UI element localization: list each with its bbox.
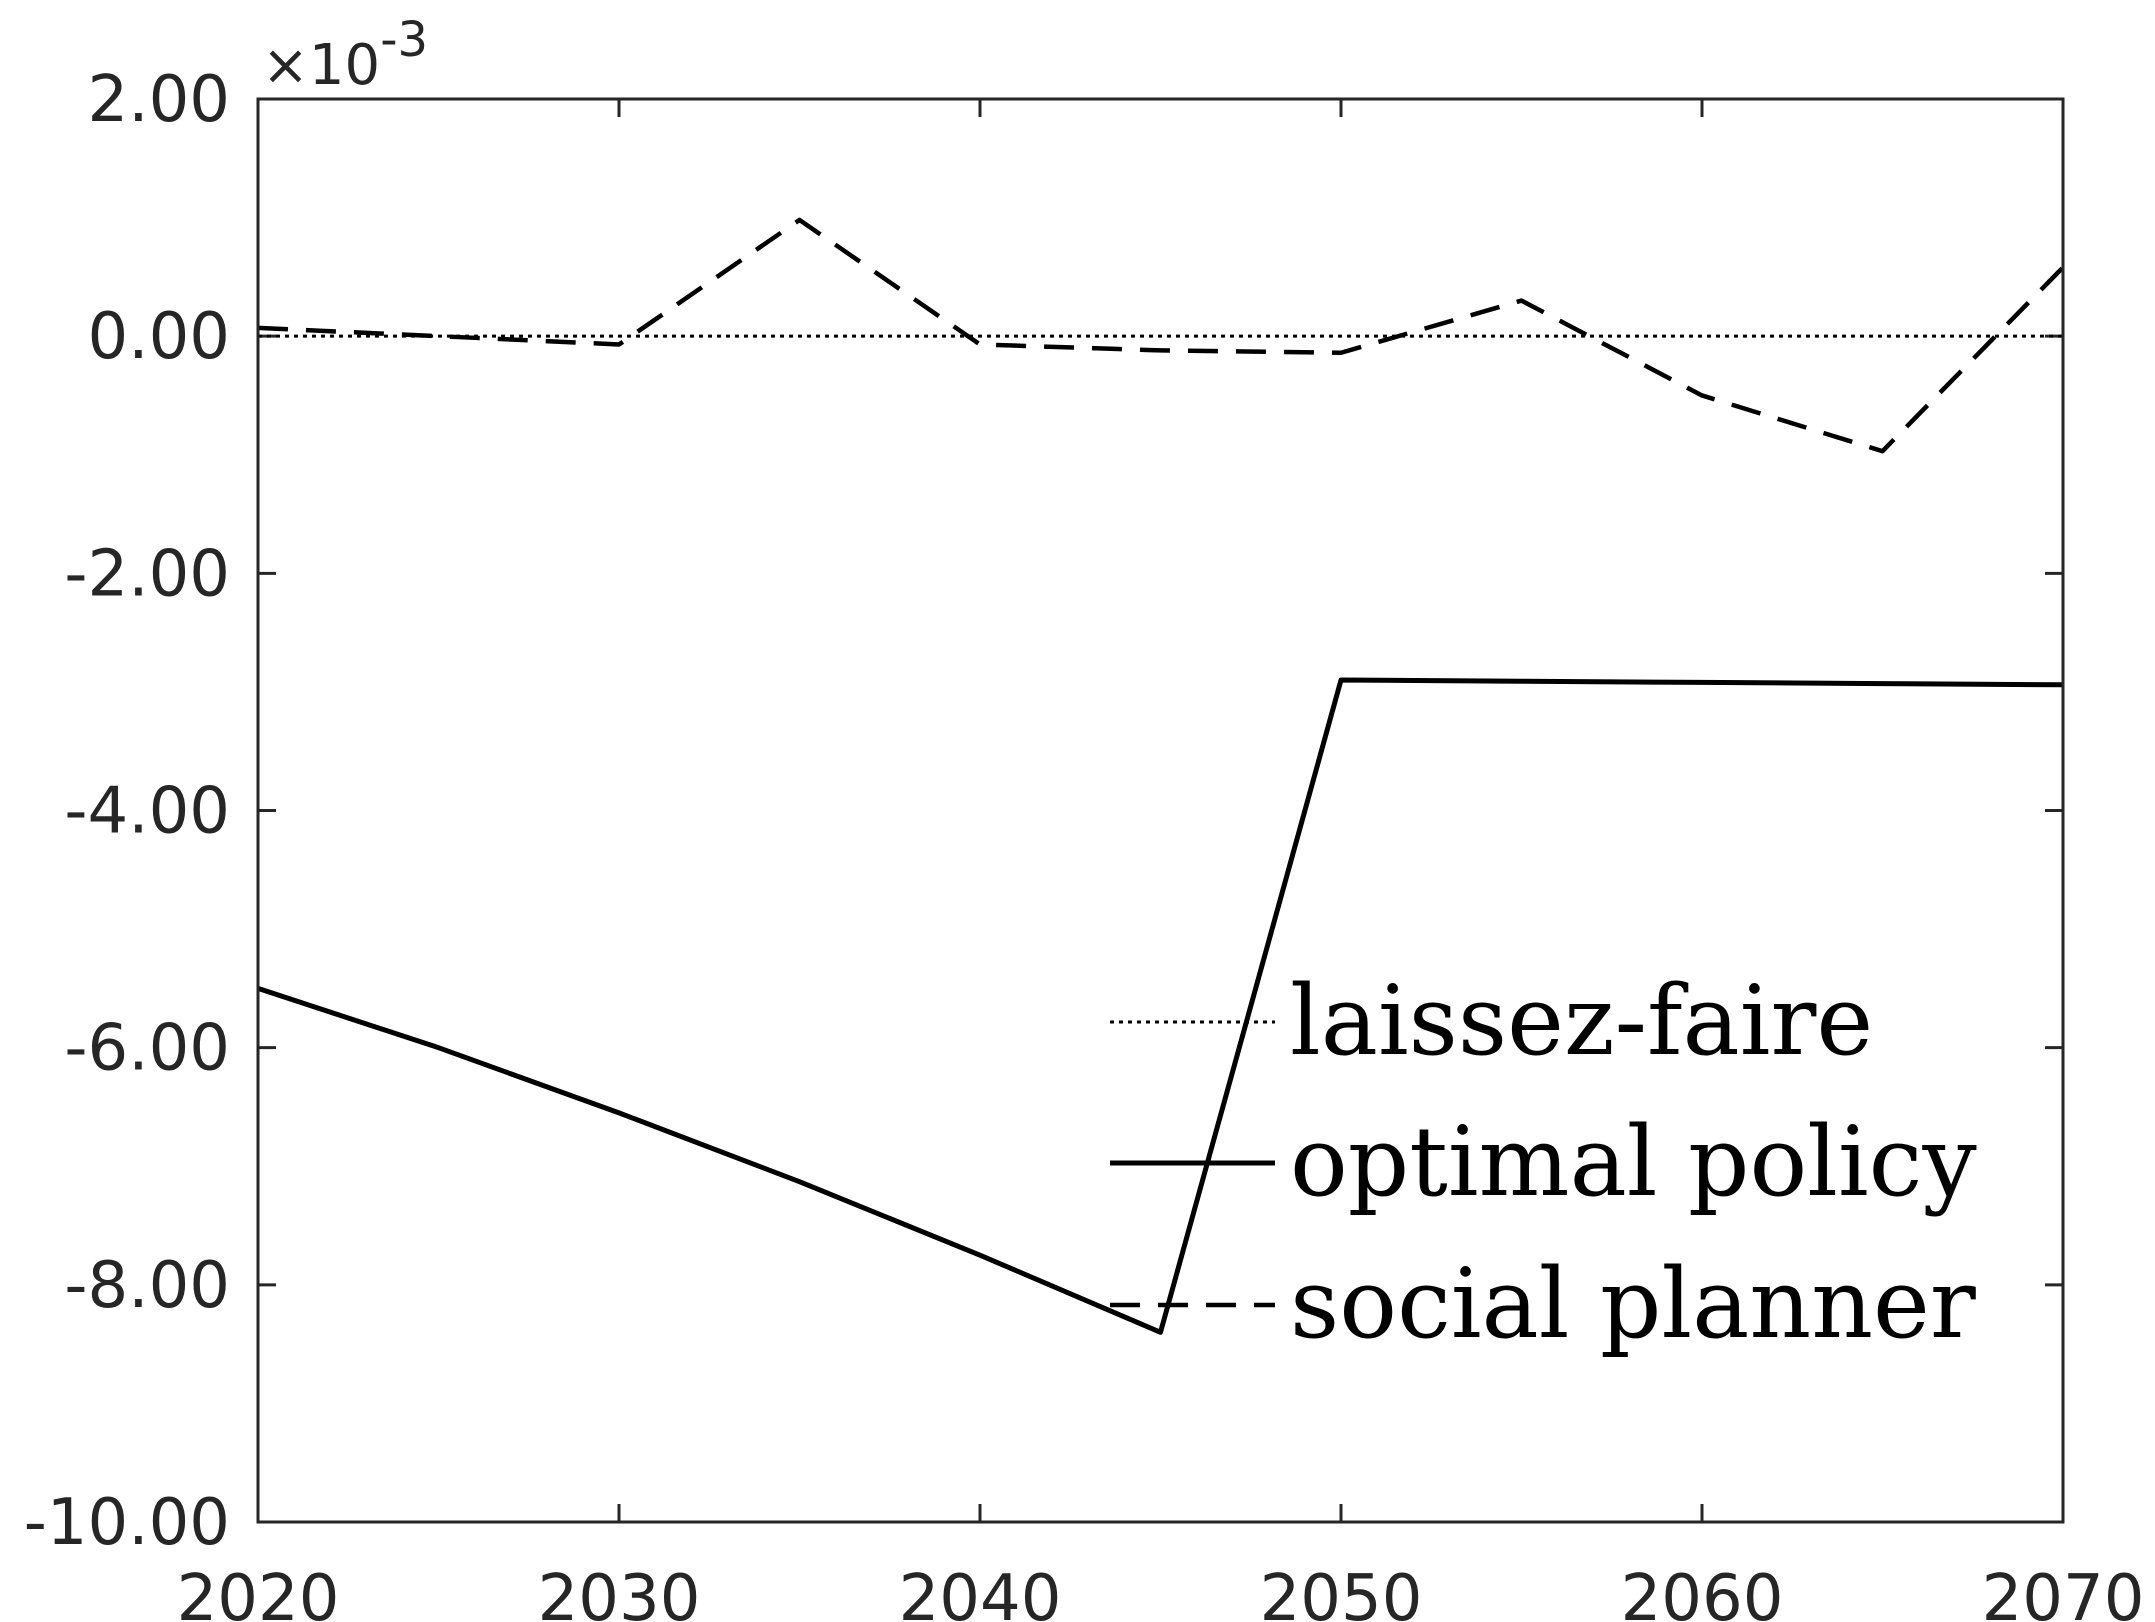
y-tick-label: -6.00 — [64, 1012, 230, 1086]
x-tick-label: 2040 — [899, 1562, 1062, 1622]
y-tick-label: -10.00 — [24, 1486, 230, 1560]
plot-frame — [256, 97, 2065, 1524]
y-axis-multiplier: ×10-3 — [262, 12, 428, 98]
y-axis-multiplier-exponent: -3 — [380, 12, 428, 68]
legend-label: laissez-faire — [1290, 965, 1873, 1077]
legend-label: optimal policy — [1290, 1106, 1977, 1218]
series-line-optimal-policy — [257, 677, 2064, 1335]
legend-label: social planner — [1290, 1248, 1976, 1360]
x-tick-labels: 2020 2030 2040 2050 2060 2070 — [177, 1562, 2145, 1622]
y-tick-label: -4.00 — [64, 775, 230, 849]
legend: laissez-faire optimal policy social planne… — [1110, 965, 1977, 1360]
y-tick-label: -8.00 — [64, 1249, 230, 1323]
series-line-social-planner — [257, 217, 2065, 454]
x-tick-label: 2020 — [177, 1562, 340, 1622]
y-axis-multiplier-base: ×10 — [262, 33, 380, 98]
x-tick-label: 2060 — [1621, 1562, 1784, 1622]
x-tick-label: 2070 — [1982, 1562, 2145, 1622]
x-tick-label: 2050 — [1260, 1562, 1423, 1622]
x-tick-label: 2030 — [538, 1562, 701, 1622]
y-tick-labels: 2.00 0.00 -2.00 -4.00 -6.00 -8.00 -10.00 — [24, 63, 230, 1560]
y-tick-label: 2.00 — [88, 63, 231, 137]
y-tick-label: -2.00 — [64, 537, 230, 611]
series-group — [257, 217, 2065, 1335]
y-tick-label: 0.00 — [88, 300, 231, 374]
